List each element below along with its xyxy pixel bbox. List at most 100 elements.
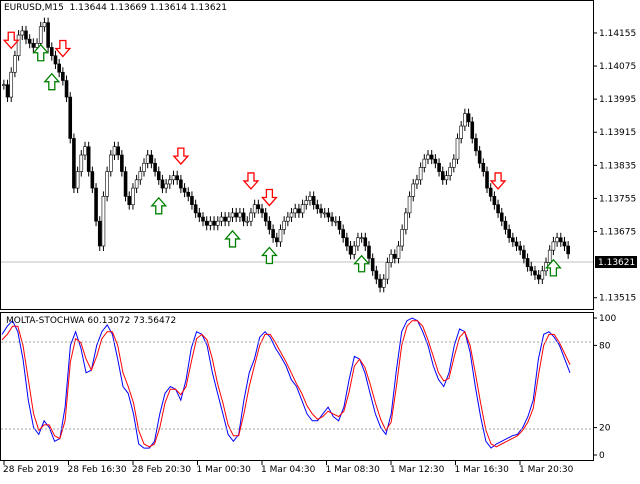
- candle-body: [138, 171, 143, 181]
- candle-body: [507, 229, 511, 239]
- candle-body: [304, 200, 309, 205]
- candle-body: [477, 150, 482, 164]
- indicator-header: MOLTA-STOCHWA 60.13072 73.56472: [6, 316, 176, 326]
- buy-arrow-icon: [224, 229, 241, 248]
- candle-body: [57, 63, 61, 73]
- candle-body: [190, 196, 194, 205]
- candle-body: [322, 212, 327, 215]
- candle-body: [381, 278, 386, 288]
- candle-body: [407, 196, 412, 214]
- current-price-tag: [595, 256, 637, 268]
- candle-body: [94, 187, 98, 222]
- candle-body: [393, 253, 397, 259]
- indicator-value2: 73.56472: [133, 316, 177, 326]
- candle-body: [499, 212, 504, 222]
- candle-body: [452, 158, 456, 168]
- candle-body: [278, 229, 283, 243]
- candle-body: [540, 270, 545, 280]
- candle-body: [215, 220, 220, 226]
- candle-body: [2, 84, 6, 86]
- buy-arrow-icon: [544, 258, 562, 277]
- price-tick-label: 1.14075: [599, 62, 636, 72]
- candle-body: [49, 47, 54, 57]
- candle-body: [315, 204, 320, 210]
- candle-body: [293, 208, 298, 214]
- candle-body: [374, 270, 379, 280]
- candle-body: [522, 249, 526, 259]
- candle-body: [271, 229, 275, 239]
- candle-body: [212, 220, 216, 226]
- candle-body: [72, 138, 76, 189]
- candle-body: [444, 175, 449, 181]
- candle-body: [267, 220, 272, 230]
- time-tick-label: 1 Mar 04:30: [261, 465, 316, 475]
- candle-body: [241, 212, 246, 222]
- candle-body: [204, 220, 209, 226]
- candle-body: [171, 175, 176, 181]
- candle-body: [518, 245, 523, 251]
- candle-body: [227, 216, 231, 222]
- candle-body: [463, 113, 467, 127]
- candle-body: [547, 249, 552, 263]
- price-tick-label: 1.13995: [599, 95, 636, 105]
- candle-body: [536, 274, 541, 280]
- candle-body: [61, 71, 65, 81]
- candle-body: [252, 204, 257, 214]
- candle-body: [367, 245, 371, 259]
- buy-arrow-icon: [260, 246, 278, 265]
- candle-body: [370, 258, 375, 272]
- candle-body: [333, 220, 338, 223]
- buy-arrow-icon: [353, 254, 371, 273]
- candle-body: [297, 208, 301, 214]
- candle-body: [179, 179, 183, 189]
- candle-body: [75, 171, 80, 189]
- stoch-tick-label: 0: [599, 451, 605, 461]
- candle-body: [566, 245, 570, 255]
- candle-body: [38, 26, 43, 44]
- price-pane[interactable]: [0, 0, 594, 310]
- candle-body: [282, 220, 286, 230]
- candle-body: [562, 241, 567, 247]
- candle-body: [378, 278, 382, 288]
- candle-body: [485, 171, 489, 189]
- candle-body: [400, 229, 404, 247]
- time-tick-label: 28 Feb 20:30: [132, 465, 191, 475]
- buy-arrow-icon: [32, 43, 50, 62]
- candle-body: [337, 220, 342, 230]
- candle-body: [27, 38, 32, 44]
- ohlc-values: 1.13644 1.13669 1.13614 1.13621: [69, 3, 228, 13]
- candle-body: [525, 258, 530, 267]
- candle-body: [411, 183, 416, 197]
- stoch-main-line: [1, 317, 571, 449]
- candle-body: [16, 34, 21, 57]
- candle-body: [348, 245, 353, 255]
- candle-body: [13, 55, 17, 73]
- time-tick-label: 1 Mar 16:30: [455, 465, 510, 475]
- candle-body: [149, 154, 154, 164]
- candle-body: [223, 216, 227, 222]
- candle-body: [83, 146, 87, 156]
- candle-body: [363, 237, 368, 247]
- candle-body: [249, 212, 253, 222]
- time-tick-label: 1 Mar 12:30: [390, 465, 445, 475]
- candle-body: [20, 30, 25, 36]
- price-tick-label: 1.13915: [599, 128, 636, 138]
- candle-body: [359, 237, 364, 240]
- time-tick-label: 1 Mar 00:30: [197, 465, 252, 475]
- candle-body: [153, 162, 157, 172]
- stoch-signal-line: [1, 320, 571, 448]
- candle-body: [256, 204, 261, 210]
- candle-body: [437, 162, 441, 172]
- candle-body: [422, 158, 427, 168]
- candle-body: [24, 30, 28, 40]
- candle-body: [533, 270, 537, 276]
- candle-body: [551, 241, 556, 251]
- candle-body: [112, 146, 117, 156]
- candle-body: [186, 191, 191, 197]
- candle-body: [341, 229, 345, 239]
- candle-body: [90, 171, 95, 189]
- candle-body: [429, 154, 434, 160]
- candle-body: [396, 245, 401, 259]
